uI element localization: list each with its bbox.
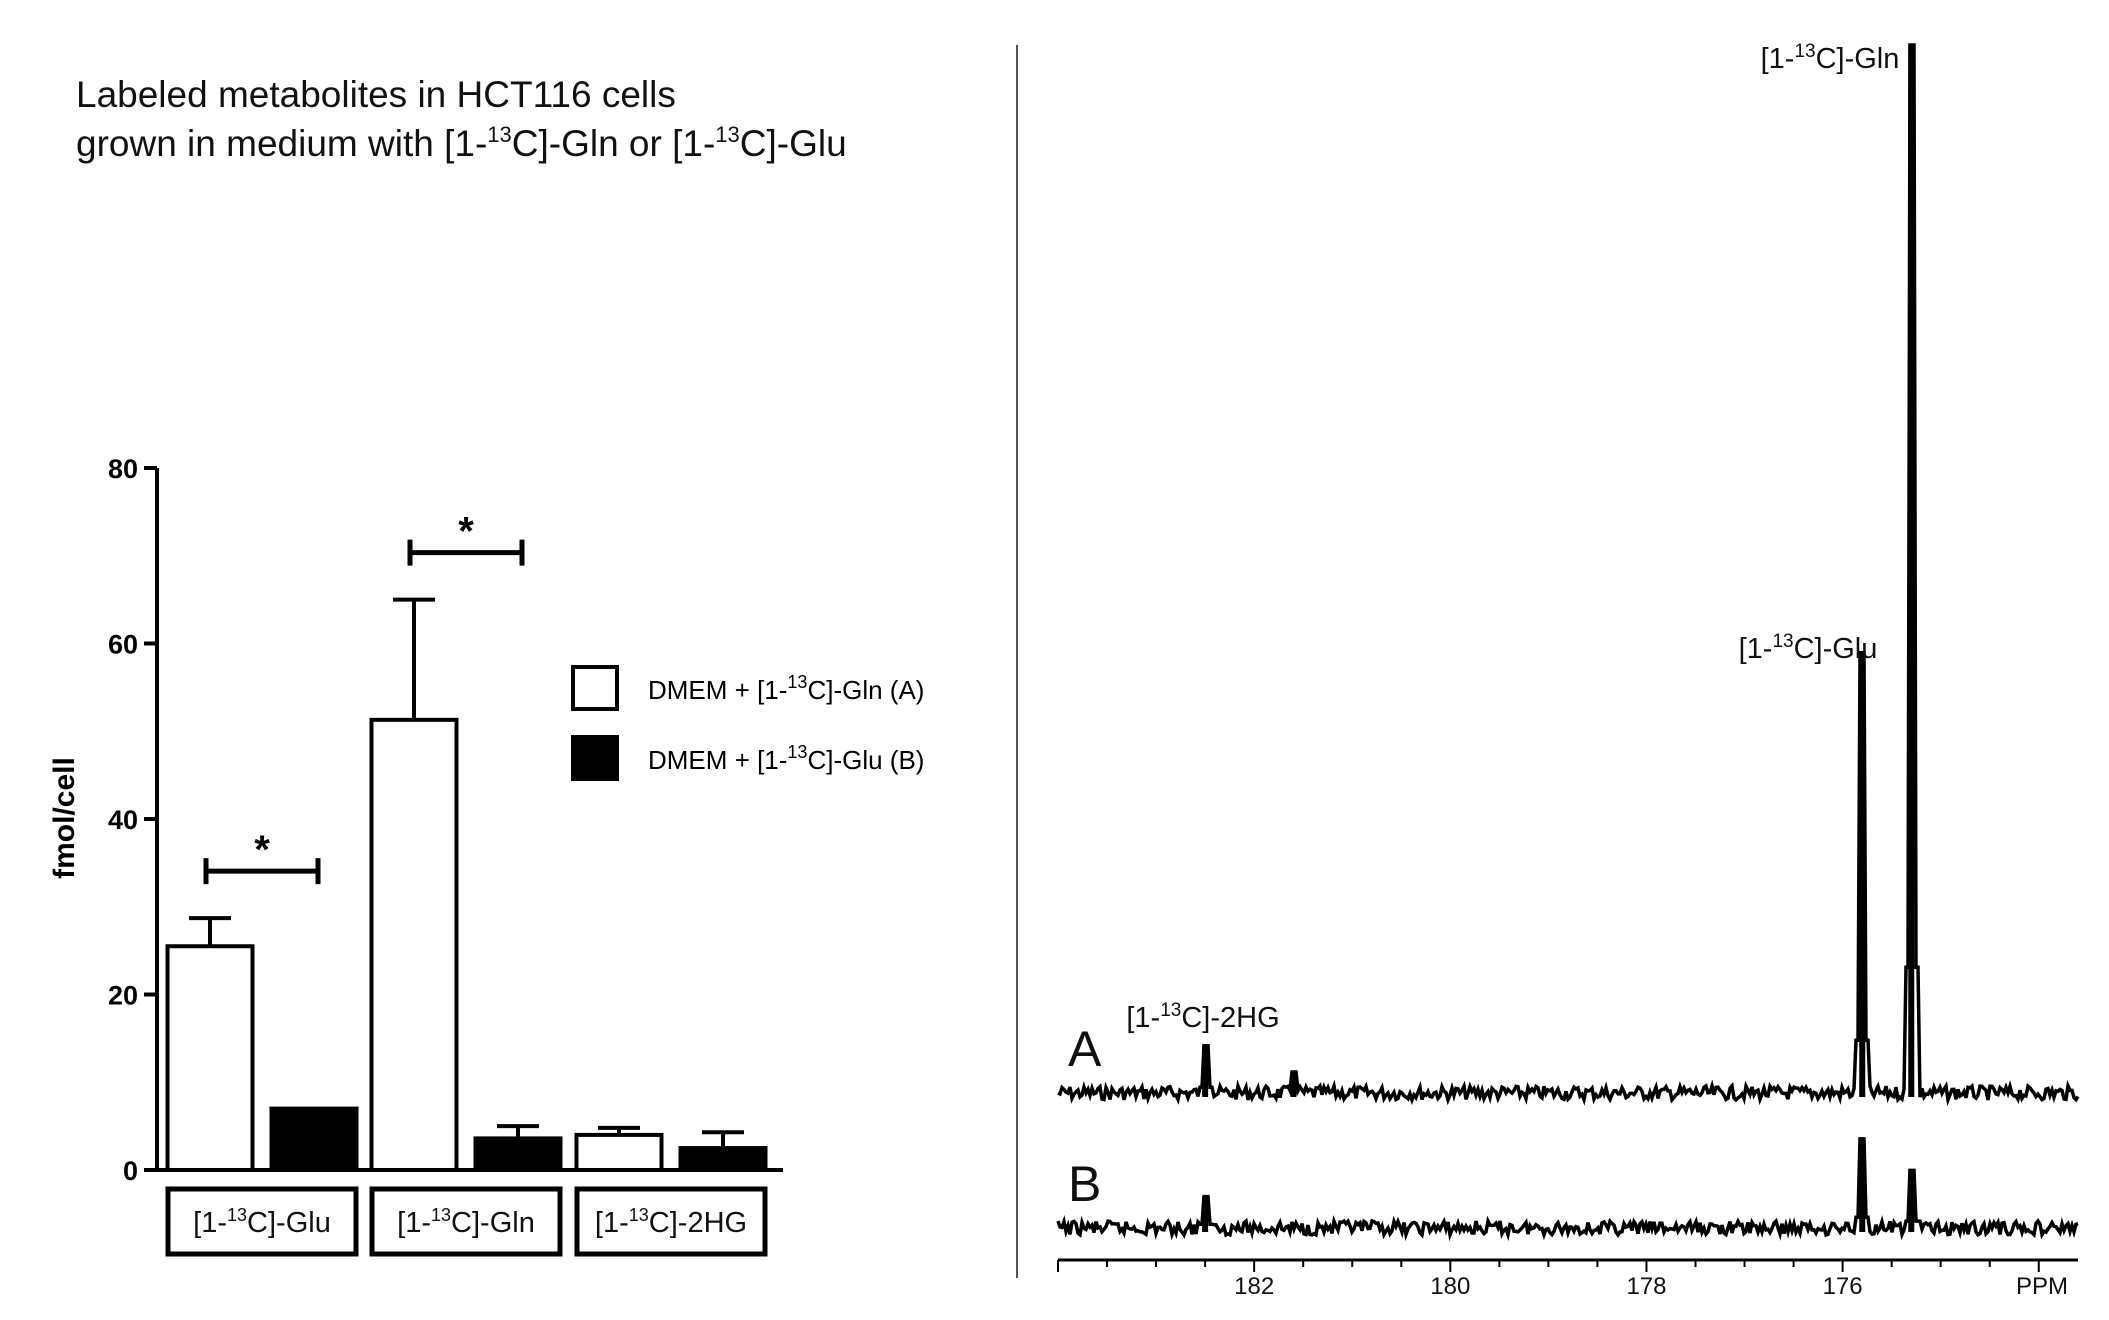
bar <box>165 944 255 1172</box>
category-label-prefix: [1- <box>397 1207 431 1239</box>
nmr-peak <box>1859 652 1866 1097</box>
y-tick-label: 0 <box>123 1156 138 1186</box>
bar <box>574 1132 664 1173</box>
bar-chart-y-ticks: 0 20 40 60 80 <box>108 454 157 1186</box>
category-label-sup: 13 <box>629 1205 649 1225</box>
nmr-trace-labels: AB <box>1068 1021 1102 1212</box>
nmr-x-axis-label: PPM <box>2016 1273 2068 1300</box>
nmr-peak-annotation-suffix: C]-2HG <box>1181 1002 1279 1034</box>
title-line-1: Labeled metabolites in HCT116 cells <box>76 74 676 115</box>
nmr-spectrum: 182 180 178 176 PPM AB [1-13C]-Gln[1-13C]-Gl… <box>1056 41 2080 1300</box>
bar-chart-legend: DMEM + [1-13C]-Gln (A)DMEM + [1-13C]-Glu… <box>571 665 924 781</box>
nmr-traces <box>1056 43 2080 1242</box>
legend-label-suffix: C]-Glu (B) <box>807 745 924 775</box>
legend-swatch <box>571 665 619 711</box>
category-label-prefix: [1- <box>595 1207 629 1239</box>
legend-label-prefix: DMEM + [1- <box>648 675 787 705</box>
y-tick-label: 80 <box>108 454 138 484</box>
nmr-peak-annotation: [1-13C]-Gln <box>1761 41 1900 75</box>
category-label-sup: 13 <box>227 1205 247 1225</box>
nmr-trace-B <box>1056 1137 2079 1242</box>
title-line-2-sup-2: 13 <box>715 122 739 147</box>
title-line-2: grown in medium with [1-13C]-Gln or [1-1… <box>76 122 847 164</box>
bar <box>473 1136 563 1173</box>
category-label-box <box>165 1186 359 1257</box>
title-line-2-suffix: C]-Glu <box>740 123 847 164</box>
nmr-peak-annotation: [1-13C]-2HG <box>1126 1000 1279 1034</box>
title-line-2-prefix: grown in medium with [1- <box>76 123 487 164</box>
category-label: [1-13C]-2HG <box>595 1205 747 1239</box>
bar-chart-category-labels: [1-13C]-Glu [1-13C]-Gln [1-13C]-2HG <box>165 1186 768 1257</box>
category-label-suffix: C]-2HG <box>649 1207 747 1239</box>
legend-label-sup: 13 <box>787 742 807 762</box>
title-line-2-sup-1: 13 <box>487 122 511 147</box>
nmr-peak-annotation-sup: 13 <box>1160 1000 1181 1021</box>
bar <box>678 1146 768 1172</box>
category-label: [1-13C]-Glu <box>193 1205 331 1239</box>
nmr-x-tick-label: 182 <box>1234 1273 1274 1300</box>
bar <box>369 717 459 1173</box>
nmr-peak-annotation-prefix: [1- <box>1761 43 1795 75</box>
category-label-suffix: C]-Glu <box>247 1207 331 1239</box>
legend-label-prefix: DMEM + [1- <box>648 745 787 775</box>
legend-label-suffix: C]-Gln (A) <box>807 675 924 705</box>
category-label-suffix: C]-Gln <box>451 1207 535 1239</box>
nmr-peak <box>1202 1196 1209 1232</box>
category-label-prefix: [1- <box>193 1207 227 1239</box>
legend-label-sup: 13 <box>787 672 807 692</box>
title-line-2-mid: C]-Gln or [1- <box>512 123 716 164</box>
nmr-x-tick-label: 180 <box>1430 1273 1470 1300</box>
nmr-peak-annotations: [1-13C]-Gln[1-13C]-Glu[1-13C]-2HG <box>1126 41 1899 1034</box>
nmr-peak-annotation-prefix: [1- <box>1739 633 1773 665</box>
nmr-peak-annotation: [1-13C]-Glu <box>1739 631 1878 665</box>
y-tick-label: 20 <box>108 981 138 1011</box>
trace-label-A: A <box>1068 1021 1102 1077</box>
figure-title: Labeled metabolites in HCT116 cells grow… <box>76 74 847 164</box>
category-label-sup: 13 <box>431 1205 451 1225</box>
nmr-x-tick-label: 176 <box>1823 1273 1863 1300</box>
significance-star: * <box>458 510 474 554</box>
legend-label: DMEM + [1-13C]-Glu (B) <box>648 742 924 775</box>
legend-label: DMEM + [1-13C]-Gln (A) <box>648 672 924 705</box>
y-tick-label: 60 <box>108 630 138 660</box>
bar <box>269 1106 359 1172</box>
y-tick-label: 40 <box>108 805 138 835</box>
nmr-peak-annotation-suffix: C]-Glu <box>1794 633 1878 665</box>
bar-chart-bars <box>165 717 768 1173</box>
bar-chart-error-bars <box>189 597 744 1149</box>
nmr-peak-annotation-prefix: [1- <box>1126 1002 1160 1034</box>
nmr-peak <box>1290 1072 1297 1097</box>
nmr-trace-A <box>1057 43 2080 1107</box>
nmr-x-axis: 182 180 178 176 PPM <box>1057 1258 2078 1300</box>
nmr-peak <box>1908 1170 1915 1232</box>
category-label-box <box>369 1186 563 1257</box>
nmr-peak-annotation-sup: 13 <box>1772 631 1793 652</box>
legend-swatch <box>571 735 619 781</box>
nmr-peak <box>1202 1045 1209 1097</box>
nmr-peak-annotation-suffix: C]-Gln <box>1816 43 1900 75</box>
nmr-x-tick-label: 178 <box>1626 1273 1666 1300</box>
bar-chart-significance: ** <box>203 510 525 885</box>
significance-star: * <box>254 828 270 872</box>
nmr-peak-annotation-sup: 13 <box>1794 41 1815 62</box>
category-label-box <box>574 1186 768 1257</box>
nmr-peak <box>1908 45 1915 1097</box>
category-label: [1-13C]-Gln <box>397 1205 535 1239</box>
nmr-peak <box>1859 1138 1866 1232</box>
bar-chart-y-axis-label: fmol/cell <box>48 757 81 879</box>
trace-label-B: B <box>1068 1156 1101 1212</box>
